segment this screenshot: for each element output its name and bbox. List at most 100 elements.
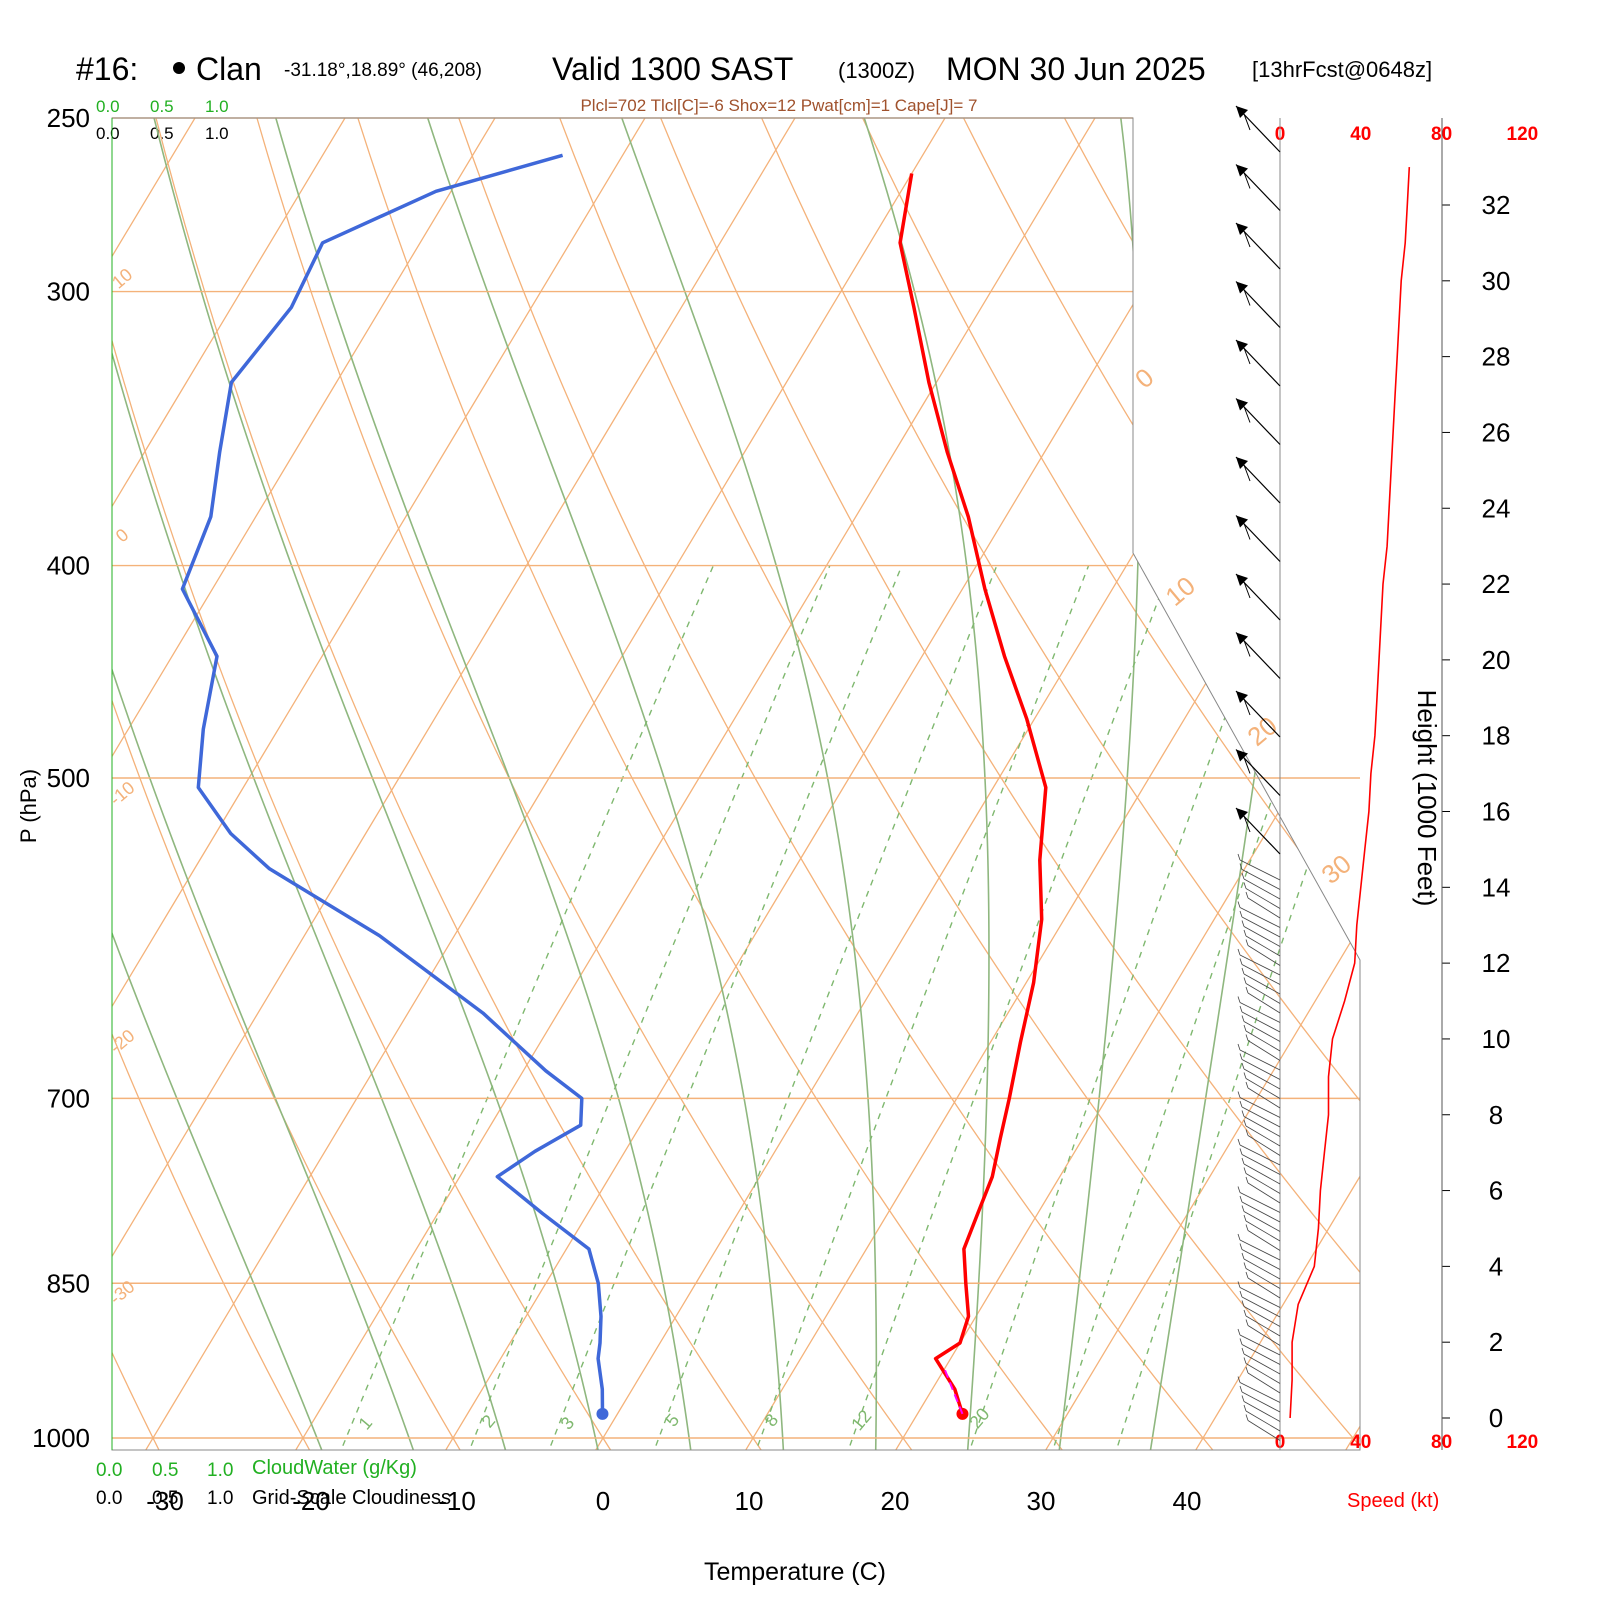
wind-barb-line <box>1245 1030 1281 1052</box>
wind-barb-line <box>1245 1268 1281 1289</box>
wind-barb-feather <box>1237 853 1241 861</box>
mixing-ratio-label: 3 <box>557 1413 579 1434</box>
dry-adiabat-line <box>444 118 1242 1450</box>
valid-time: Valid 1300 SAST <box>552 51 793 87</box>
svg-text:0.5: 0.5 <box>150 97 174 116</box>
height-tick-label: 16 <box>1482 797 1511 827</box>
wind-barb-feather <box>1237 996 1241 1003</box>
moist-adiabat-line <box>607 118 878 1450</box>
wind-barb-line <box>1247 1277 1281 1299</box>
wind-barb-line <box>1247 1325 1281 1346</box>
svg-text:0.5: 0.5 <box>150 124 174 143</box>
temperature-tick-label: 20 <box>881 1486 910 1516</box>
wind-barb-line <box>1241 1201 1281 1223</box>
pressure-tick-label: 700 <box>47 1083 90 1113</box>
svg-text:1.0: 1.0 <box>207 1460 233 1481</box>
temperature-tick-label: 30 <box>1027 1486 1056 1516</box>
dry-adiabat-line <box>744 118 1360 1450</box>
isotherm-label: 20 <box>1241 710 1282 752</box>
height-tick-label: 24 <box>1482 493 1511 523</box>
wind-barb-line <box>1245 1125 1281 1147</box>
dewpoint-surface-marker <box>596 1407 609 1420</box>
zulu-time: (1300Z) <box>838 58 915 83</box>
mixing-ratio-label: 8 <box>761 1410 783 1431</box>
speed-tick-label-top: 80 <box>1431 124 1452 145</box>
wind-barb-feather <box>1241 1395 1245 1402</box>
moist-adiabat-line <box>112 118 516 1450</box>
wind-barb-feather <box>1241 1110 1245 1117</box>
wind-barb-feather <box>1239 1385 1243 1393</box>
wind-barb-feather <box>1243 464 1251 482</box>
wind-barb-feather <box>1239 1053 1243 1060</box>
wind-barb-line <box>1239 1287 1281 1308</box>
wind-barb-feather <box>1243 1309 1247 1317</box>
wind-barb-feather <box>1243 1357 1247 1364</box>
isotherm-line <box>424 118 1246 1450</box>
sounding-indices: Plcl=702 Tlcl[C]=-6 Shox=12 Pwat[cm]=1 C… <box>580 96 977 115</box>
wind-barb-line <box>1241 1106 1281 1128</box>
height-tick-label: 10 <box>1482 1024 1511 1054</box>
wind-barb-pennant <box>1236 574 1248 586</box>
wind-barb-line <box>1243 1163 1281 1185</box>
wind-barb-line <box>1241 1011 1281 1033</box>
wind-barb-line <box>1243 1116 1281 1137</box>
moist-adiabat-line <box>264 118 696 1450</box>
y-axis-label: P (hPa) <box>16 769 41 843</box>
wind-barb-feather <box>1243 1119 1247 1127</box>
wind-barb-feather <box>1241 1300 1245 1307</box>
wind-barb-feather <box>1239 910 1243 918</box>
wind-barb-feather <box>1241 920 1245 927</box>
pressure-tick-label: 1000 <box>32 1423 90 1453</box>
wind-barb-line <box>1247 1420 1281 1441</box>
pressure-tick-label: 850 <box>47 1268 90 1298</box>
dry-adiabat-line <box>844 118 1360 1450</box>
wind-barb-feather <box>1243 1214 1247 1222</box>
moist-adiabat-line <box>112 118 426 1450</box>
wind-barb-pennant <box>1236 808 1248 820</box>
temperature-tick-label: -30 <box>146 1486 184 1516</box>
top-cloudiness-scale: 0.0 0.5 1.0 <box>96 124 229 143</box>
wind-barb-line <box>1247 1040 1281 1061</box>
wind-barb-line <box>1247 897 1281 919</box>
speed-tick-label-bottom: 120 <box>1507 1432 1539 1453</box>
isotherm-label: -20 <box>106 1025 139 1057</box>
wind-barb-feather <box>1243 640 1251 657</box>
wind-barb-feather <box>1245 1271 1249 1279</box>
wind-barb-line <box>1239 1334 1281 1356</box>
isotherm-label: 30 <box>1315 848 1356 890</box>
wind-barb-pennant <box>1236 340 1248 352</box>
wind-barb-pennant <box>1236 164 1248 177</box>
isotherm-line <box>874 118 1360 1450</box>
svg-text:0.5: 0.5 <box>152 1460 178 1481</box>
mixing-ratio-line <box>466 565 831 1450</box>
isotherm-label: 0 <box>1129 362 1159 394</box>
dry-adiabat-line <box>145 118 786 1450</box>
wind-barb-line <box>1243 1068 1281 1090</box>
dry-adiabat-line <box>1443 79 1600 1484</box>
svg-text:1.0: 1.0 <box>207 1488 233 1509</box>
svg-text:Grid-Scale Cloudiness: Grid-Scale Cloudiness <box>252 1487 451 1509</box>
isobars <box>112 117 1360 1439</box>
wind-barb-line <box>1241 1059 1281 1080</box>
wind-barb-pennant <box>1236 223 1248 235</box>
bottom-cloudiness-scale: 0.0 0.5 1.0 Grid-Scale Cloudiness <box>96 1487 451 1509</box>
wind-barb-line <box>1243 926 1281 947</box>
wind-barb-pennant <box>1236 398 1248 411</box>
temperature-profile <box>898 173 1048 1415</box>
wind-barb-feather <box>1241 872 1245 880</box>
wind-barb-feather <box>1243 581 1251 599</box>
wind-barb-line <box>1247 1372 1281 1394</box>
height-tick-label: 14 <box>1482 872 1511 902</box>
wind-barb-pennant <box>1236 749 1248 762</box>
isotherm-line <box>274 118 1096 1450</box>
svg-text:0.5: 0.5 <box>152 1488 178 1509</box>
wind-barb-feather <box>1243 523 1251 540</box>
bottom-cloudwater-scale: 0.0 0.5 1.0 CloudWater (g/Kg) <box>96 1457 417 1481</box>
mixing-ratio-label: 12 <box>847 1406 875 1434</box>
wind-barb-feather <box>1243 977 1247 984</box>
svg-text:CloudWater (g/Kg): CloudWater (g/Kg) <box>252 1457 417 1479</box>
wind-barb-feather <box>1245 1366 1249 1374</box>
wind-barb-line <box>1245 983 1281 1004</box>
mixing-ratio-label: 5 <box>662 1410 684 1431</box>
height-tick-label: 32 <box>1482 190 1511 220</box>
